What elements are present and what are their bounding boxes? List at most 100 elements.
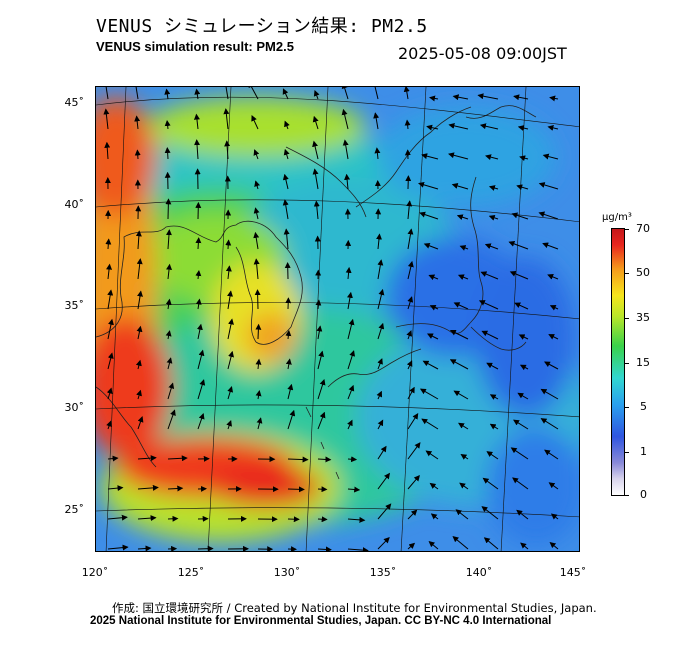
wind-arrow — [106, 263, 113, 280]
wind-arrow — [106, 387, 113, 400]
wind-arrow — [255, 323, 262, 340]
wind-arrow — [429, 304, 439, 311]
wind-arrow — [377, 322, 385, 340]
colorbar-mark — [624, 407, 629, 408]
wind-arrow — [197, 412, 205, 430]
wind-arrow — [481, 330, 499, 340]
wind-arrow — [256, 417, 263, 430]
wind-arrow — [373, 112, 380, 130]
wind-arrow — [458, 422, 469, 430]
wind-arrow — [317, 516, 328, 523]
wind-arrow — [429, 95, 439, 102]
wind-arrow — [137, 484, 159, 491]
wind-arrow — [285, 358, 292, 370]
wind-arrow — [165, 298, 172, 310]
wind-arrow — [407, 413, 419, 430]
wind-arrow — [482, 477, 499, 490]
wind-arrow — [374, 147, 381, 160]
wind-arrow — [519, 155, 529, 162]
wind-arrow — [407, 442, 421, 460]
wind-arrow — [166, 357, 173, 370]
wind-arrow — [430, 513, 439, 520]
wind-arrow — [282, 88, 289, 100]
wind-arrow — [197, 545, 214, 551]
wind-arrow — [477, 93, 499, 100]
colorbar-mark — [624, 452, 629, 453]
wind-arrow — [106, 420, 112, 430]
wind-arrow — [255, 358, 262, 370]
wind-arrow — [406, 360, 413, 370]
wind-arrow — [489, 423, 499, 430]
wind-arrow — [105, 238, 112, 250]
wind-arrow — [516, 184, 529, 191]
wind-arrow — [407, 386, 415, 400]
lon-tick-140: 140˚ — [465, 566, 493, 579]
wind-arrow — [448, 122, 469, 130]
wind-arrow — [514, 302, 529, 310]
wind-arrow — [107, 352, 114, 370]
wind-arrow — [421, 153, 439, 160]
wind-arrow — [448, 152, 469, 160]
wind-arrow — [253, 149, 260, 160]
wind-arrow — [341, 87, 349, 100]
wind-arrow — [542, 242, 559, 250]
wind-arrow — [344, 173, 351, 190]
wind-arrow — [107, 485, 124, 492]
wind-arrow — [547, 274, 559, 280]
lat-tick-30: 30˚ — [64, 401, 85, 414]
wind-arrow — [137, 455, 157, 462]
wind-arrow — [377, 259, 384, 280]
wind-arrow — [347, 486, 361, 493]
wind-arrow — [538, 211, 559, 220]
colorbar-tick-5: 5 — [640, 400, 647, 413]
wind-arrow — [107, 455, 119, 462]
wind-arrow — [407, 228, 414, 250]
wind-arrow — [453, 390, 469, 400]
pm25-map — [95, 86, 580, 552]
wind-arrow — [486, 451, 499, 460]
wind-arrow — [195, 270, 202, 280]
wind-arrow — [104, 141, 111, 160]
wind-arrow — [255, 390, 262, 400]
wind-arrow — [428, 274, 439, 281]
wind-arrow — [479, 123, 499, 130]
wind-arrow — [488, 214, 499, 221]
wind-arrow — [227, 318, 234, 340]
wind-arrow — [544, 361, 559, 370]
wind-arrow — [107, 318, 114, 340]
wind-arrow — [376, 390, 383, 400]
lon-tick-130: 130˚ — [273, 566, 301, 579]
wind-arrow — [459, 482, 469, 490]
wind-arrow — [253, 207, 260, 220]
wind-arrow — [226, 420, 232, 430]
wind-arrow — [548, 482, 559, 490]
wind-arrow — [406, 200, 413, 220]
wind-arrow — [421, 418, 439, 430]
wind-arrow — [225, 239, 232, 250]
wind-arrow — [540, 388, 559, 400]
wind-arrow — [167, 485, 184, 492]
wind-arrow — [549, 95, 559, 102]
wind-arrow — [403, 87, 410, 100]
wind-arrow — [508, 241, 529, 250]
wind-arrow — [512, 477, 529, 490]
wind-arrow — [317, 456, 332, 463]
wind-arrow — [197, 349, 205, 370]
wind-arrow — [312, 140, 319, 160]
wind-arrow — [427, 333, 439, 340]
wind-arrow — [225, 87, 229, 100]
wind-arrow — [377, 288, 385, 310]
wind-arrow — [105, 87, 109, 100]
wind-arrow — [317, 378, 326, 400]
wind-arrow — [317, 411, 326, 430]
wind-arrow — [486, 362, 499, 370]
lat-tick-25: 25˚ — [64, 503, 85, 516]
wind-arrow — [426, 124, 439, 131]
wind-arrow — [167, 455, 188, 462]
wind-arrow — [483, 537, 499, 550]
wind-arrow — [456, 214, 469, 221]
wind-arrow — [347, 350, 356, 370]
wind-arrow — [282, 173, 289, 190]
wind-arrow — [103, 108, 110, 130]
colorbar-tick-15: 15 — [636, 356, 650, 369]
